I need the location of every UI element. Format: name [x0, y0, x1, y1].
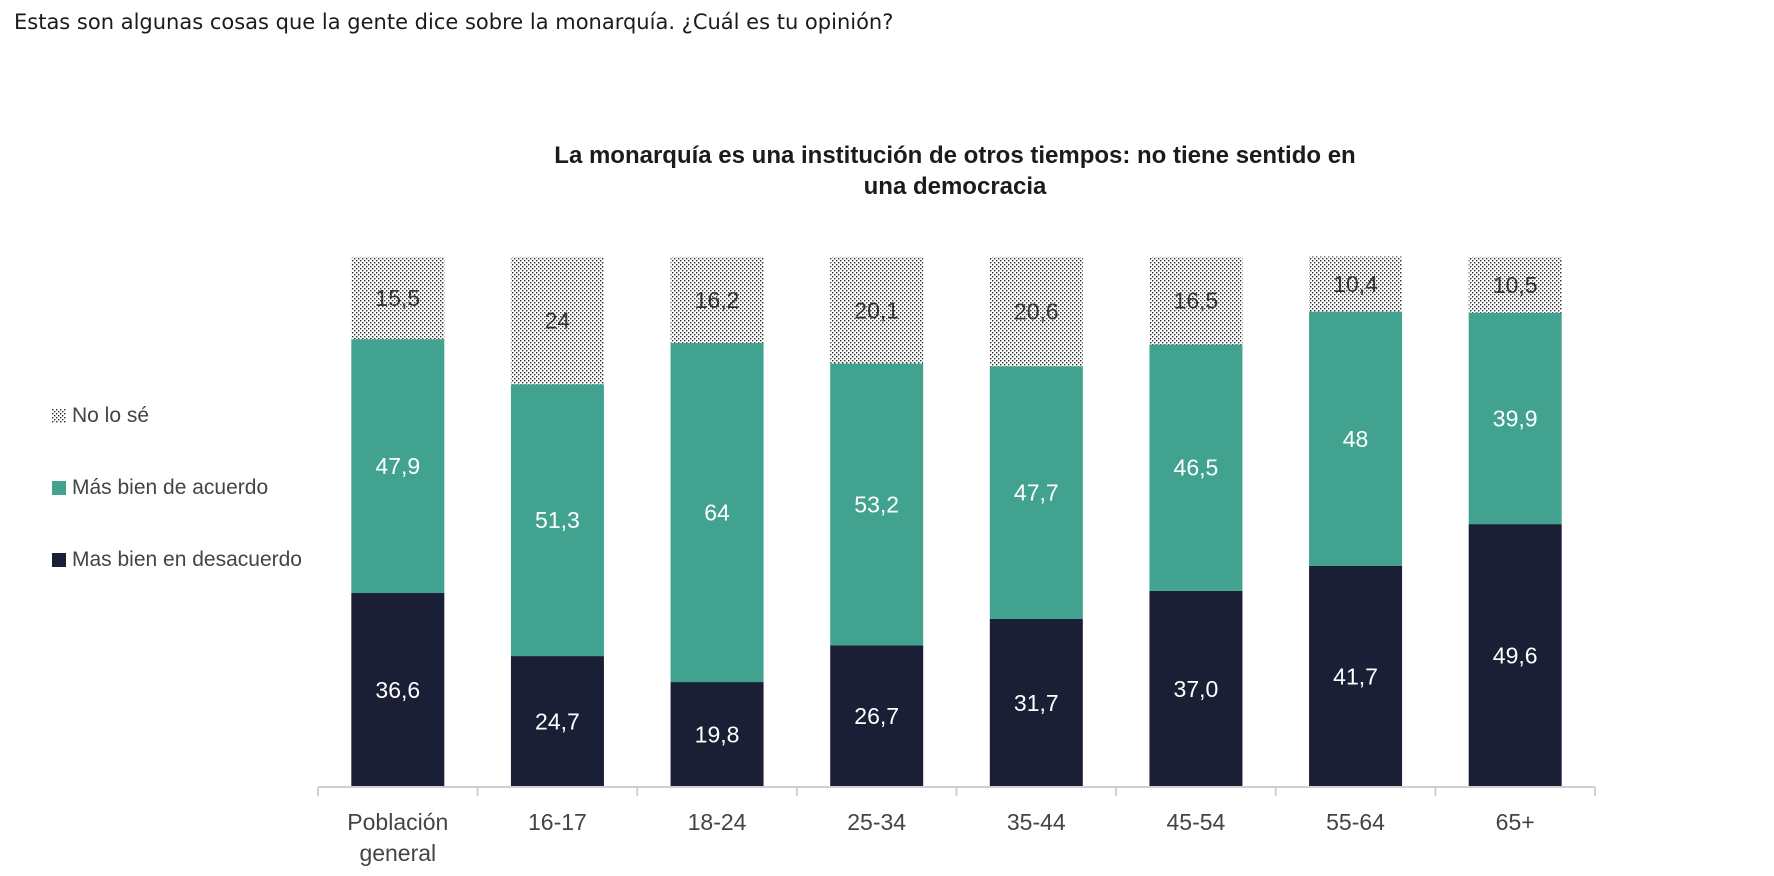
survey-question: Estas son algunas cosas que la gente dic…: [14, 10, 894, 34]
data-label-más-bien-de-acuerdo: 64: [704, 499, 730, 525]
data-label-más-bien-de-acuerdo: 53,2: [854, 492, 899, 518]
legend-label-acuerdo: Más bien de acuerdo: [72, 475, 269, 499]
bar-segment-no-lo-sé: [1309, 256, 1403, 312]
data-label-no-lo-sé: 15,5: [375, 285, 420, 311]
data-label-no-lo-sé: 16,2: [695, 287, 740, 313]
x-axis: [317, 786, 1596, 796]
legend-swatch-no-lo-se: [52, 408, 66, 423]
bar-segment-mas-bien-en-desacuerdo: [351, 593, 445, 787]
legend-label-desacuerdo: Mas bien en desacuerdo: [72, 547, 302, 571]
bar-segment-mas-bien-en-desacuerdo: [989, 618, 1083, 787]
x-tick-label: 25-34: [847, 809, 906, 835]
data-label-no-lo-sé: 20,6: [1014, 299, 1059, 325]
x-tick-label: 45-54: [1167, 809, 1226, 835]
bar-segment-más-bien-de-acuerdo: [989, 366, 1083, 619]
data-label-no-lo-sé: 20,1: [854, 297, 899, 323]
bar-segment-más-bien-de-acuerdo: [1149, 344, 1243, 591]
data-label-mas-bien-en-desacuerdo: 31,7: [1014, 690, 1059, 716]
x-tick-label: 35-44: [1007, 809, 1066, 835]
bar-segment-no-lo-sé: [830, 257, 924, 364]
data-label-no-lo-sé: 10,4: [1333, 271, 1378, 297]
data-label-más-bien-de-acuerdo: 46,5: [1174, 455, 1219, 481]
data-label-mas-bien-en-desacuerdo: 49,6: [1493, 643, 1538, 669]
bar-segment-no-lo-sé: [1149, 257, 1243, 345]
data-label-mas-bien-en-desacuerdo: 24,7: [535, 709, 580, 735]
bar-segment-no-lo-sé: [989, 257, 1083, 367]
bar-segment-mas-bien-en-desacuerdo: [670, 682, 764, 787]
data-label-mas-bien-en-desacuerdo: 19,8: [695, 722, 740, 748]
legend-item-acuerdo: Más bien de acuerdo: [52, 474, 302, 501]
chart-title-line-1: La monarquía es una institución de otros…: [554, 142, 1356, 169]
x-tick-label: 16-17: [528, 809, 587, 835]
legend-label-no-lo-se: No lo sé: [72, 403, 150, 427]
x-tick-label: 18-24: [688, 809, 747, 835]
x-tick-labels: Población general 16-17 18-24 25-34 35-44 45-5…: [347, 809, 1534, 866]
bar-segment-no-lo-sé: [510, 257, 604, 385]
bar-segment-mas-bien-en-desacuerdo: [1468, 524, 1562, 787]
data-label-no-lo-sé: 10,5: [1493, 272, 1538, 298]
x-tick-label: Población: [347, 809, 448, 835]
bar-segment-no-lo-sé: [1468, 257, 1562, 313]
legend-item-no-lo-se: No lo sé: [52, 402, 302, 429]
bar-segment-más-bien-de-acuerdo: [510, 384, 604, 657]
bar-segment-no-lo-sé: [670, 257, 764, 343]
data-label-no-lo-sé: 24: [545, 308, 571, 334]
chart-title-line-2: una democracia: [863, 173, 1047, 200]
x-tick-label: 65+: [1496, 809, 1535, 835]
bar-segment-más-bien-de-acuerdo: [830, 363, 924, 646]
data-label-mas-bien-en-desacuerdo: 26,7: [854, 703, 899, 729]
bar-segment-más-bien-de-acuerdo: [1309, 311, 1403, 566]
bar-segment-más-bien-de-acuerdo: [351, 339, 445, 594]
x-tick-label: 55-64: [1326, 809, 1385, 835]
chart-legend: No lo sé Más bien de acuerdo Mas bien en…: [52, 402, 302, 618]
data-label-más-bien-de-acuerdo: 39,9: [1493, 405, 1538, 431]
bar-segment-mas-bien-en-desacuerdo: [510, 656, 604, 787]
bar-segment-más-bien-de-acuerdo: [1468, 312, 1562, 525]
bar-segment-no-lo-sé: [351, 257, 445, 340]
data-label-más-bien-de-acuerdo: 48: [1343, 426, 1369, 452]
data-label-más-bien-de-acuerdo: 47,7: [1014, 480, 1059, 506]
bars-layer: 36,6 47,9 15,5 24,7 51,3 24 19,8 64 16,2 26,7 53,2…: [351, 256, 1562, 787]
data-label-más-bien-de-acuerdo: 47,9: [375, 453, 420, 479]
data-label-mas-bien-en-desacuerdo: 37,0: [1174, 676, 1219, 702]
data-label-mas-bien-en-desacuerdo: 36,6: [375, 677, 420, 703]
legend-swatch-acuerdo: [52, 480, 66, 495]
bar-segment-mas-bien-en-desacuerdo: [1309, 565, 1403, 787]
bar-segment-mas-bien-en-desacuerdo: [1149, 590, 1243, 787]
data-label-mas-bien-en-desacuerdo: 41,7: [1333, 663, 1378, 689]
bar-segment-más-bien-de-acuerdo: [670, 342, 764, 683]
legend-swatch-desacuerdo: [52, 552, 66, 567]
chart-title: La monarquía es una institución de otros…: [520, 140, 1390, 202]
x-tick-label: general: [359, 840, 436, 866]
legend-item-desacuerdo: Mas bien en desacuerdo: [52, 546, 302, 573]
bar-segment-mas-bien-en-desacuerdo: [830, 645, 924, 787]
data-label-más-bien-de-acuerdo: 51,3: [535, 507, 580, 533]
data-label-no-lo-sé: 16,5: [1174, 288, 1219, 314]
